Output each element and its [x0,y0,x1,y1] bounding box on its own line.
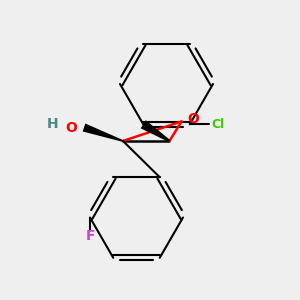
Text: O: O [187,112,199,126]
Polygon shape [141,120,170,142]
Text: F: F [85,229,95,242]
Text: Cl: Cl [212,118,225,131]
Polygon shape [82,124,123,142]
Text: O: O [65,121,77,134]
Text: H: H [47,118,58,131]
